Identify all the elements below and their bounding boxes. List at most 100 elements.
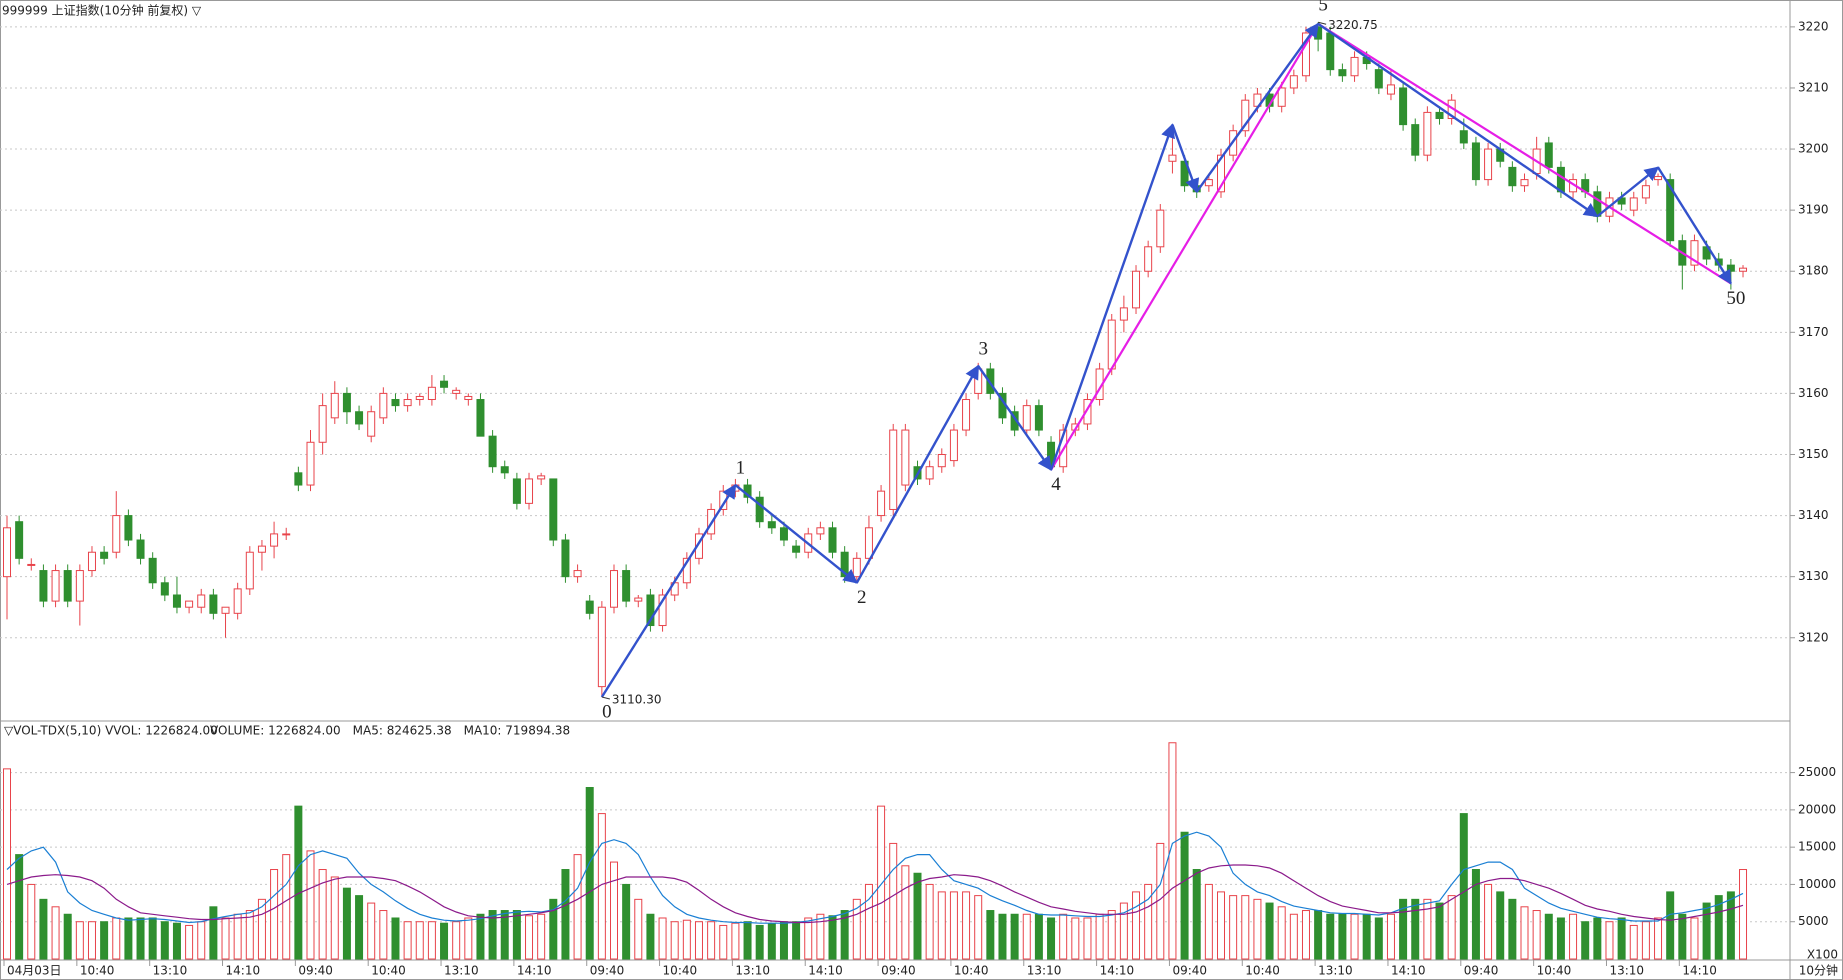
candle-body xyxy=(3,527,11,578)
volume-bar xyxy=(1229,895,1238,960)
period-label: 10分钟 xyxy=(1799,963,1838,978)
wave-label: 50 xyxy=(1726,288,1745,309)
wave-arrow xyxy=(1195,22,1320,193)
volume-bar xyxy=(1484,883,1493,960)
candle-body xyxy=(306,441,315,486)
volume-bar xyxy=(1423,898,1432,960)
volume-bar xyxy=(622,883,631,960)
candle-body xyxy=(610,570,618,608)
candle-body xyxy=(816,527,825,535)
y-tick-label: 3120 xyxy=(1798,630,1829,644)
candle-body xyxy=(379,392,388,419)
candle-body xyxy=(136,539,145,559)
volume-bar xyxy=(537,913,546,960)
ma-line xyxy=(6,831,1744,924)
volume-bar xyxy=(670,921,679,960)
volume-bar xyxy=(1726,891,1735,960)
volume-bar xyxy=(1059,913,1068,960)
candle-body xyxy=(767,521,776,529)
volume-bar xyxy=(27,883,36,960)
candle-body xyxy=(537,475,546,480)
candle-body xyxy=(549,478,558,541)
volume-bar xyxy=(646,913,655,960)
ma-line xyxy=(6,864,1744,924)
wave-label: 4 xyxy=(1051,474,1061,495)
y-tick-label: 25000 xyxy=(1798,765,1836,779)
volume-bar xyxy=(1010,913,1019,960)
volume-bar xyxy=(1386,913,1395,960)
volume-bar xyxy=(1095,913,1104,960)
y-tick-label: 3130 xyxy=(1798,569,1829,583)
volume-bar xyxy=(1532,910,1541,960)
candle-body xyxy=(367,411,376,437)
candle-body xyxy=(646,594,655,627)
volume-bar xyxy=(901,865,910,960)
x-tick-label: 13:10 xyxy=(444,964,479,978)
x-tick-label: 04月03日 xyxy=(7,964,62,978)
candle-body xyxy=(573,570,582,578)
candle-body xyxy=(1289,75,1298,89)
candle-body xyxy=(658,594,667,627)
volume-bar xyxy=(1350,913,1359,960)
volume-bar xyxy=(1544,913,1553,960)
volume-bar xyxy=(731,922,740,960)
volume-bar xyxy=(1666,891,1675,960)
candle-body xyxy=(403,399,412,407)
x-tick-label: 10:40 xyxy=(80,964,115,978)
candle-body xyxy=(1423,111,1432,156)
wave-arrow xyxy=(1317,22,1599,218)
volume-bar xyxy=(209,906,218,960)
y-tick-label: 3150 xyxy=(1798,447,1829,461)
x-tick-label: 14:10 xyxy=(1682,964,1717,978)
candle-body xyxy=(864,527,873,559)
candle-body xyxy=(1399,87,1408,126)
volume-bar xyxy=(1107,910,1116,960)
volume-bar xyxy=(391,917,400,960)
volume-bar xyxy=(1217,891,1225,960)
legend-entry: MA5: 824625.38 xyxy=(353,724,452,738)
volume-bar xyxy=(379,910,388,960)
volume-bar xyxy=(124,917,133,960)
candle-body xyxy=(1083,399,1092,425)
candle-body xyxy=(525,478,534,504)
volume-bar xyxy=(282,854,291,960)
candle-body xyxy=(415,395,424,401)
candle-body xyxy=(1508,166,1517,187)
y-tick-label: 5000 xyxy=(1798,914,1829,928)
volume-bar xyxy=(792,921,801,960)
volume-bar xyxy=(87,921,96,960)
y-tick-label: 3210 xyxy=(1798,80,1829,94)
y-tick-label: 20000 xyxy=(1798,802,1836,816)
volume-bar xyxy=(1144,883,1153,960)
volume-bar xyxy=(525,915,534,960)
y-tick-label: 3200 xyxy=(1798,142,1829,156)
volume-bar xyxy=(3,768,11,960)
volume-bar xyxy=(573,854,582,960)
candle-body xyxy=(597,606,606,688)
y-tick-label: 3180 xyxy=(1798,264,1829,278)
candle-body xyxy=(221,606,230,614)
volume-bar xyxy=(512,910,521,960)
volume-bar xyxy=(1265,902,1274,960)
volume-bar xyxy=(367,902,376,960)
volume-bar xyxy=(877,805,886,960)
x-tick-label: 13:10 xyxy=(735,964,770,978)
volume-bar xyxy=(112,917,121,960)
volume-bar xyxy=(1241,895,1250,960)
volume-bar xyxy=(1593,917,1602,960)
candle-body xyxy=(488,435,497,468)
volume-bar xyxy=(1192,869,1201,960)
x-tick-label: 10:40 xyxy=(663,964,698,978)
candle-body xyxy=(476,399,485,437)
candle-body xyxy=(1119,307,1128,321)
candle-body xyxy=(1690,240,1699,266)
volume-bar xyxy=(1690,917,1699,960)
y-tick-label: 3190 xyxy=(1798,203,1829,217)
candle-body xyxy=(500,466,509,474)
volume-bar xyxy=(779,921,788,960)
candle-body xyxy=(233,588,242,614)
volume-bar xyxy=(755,924,764,960)
volume-bar xyxy=(1289,913,1298,960)
